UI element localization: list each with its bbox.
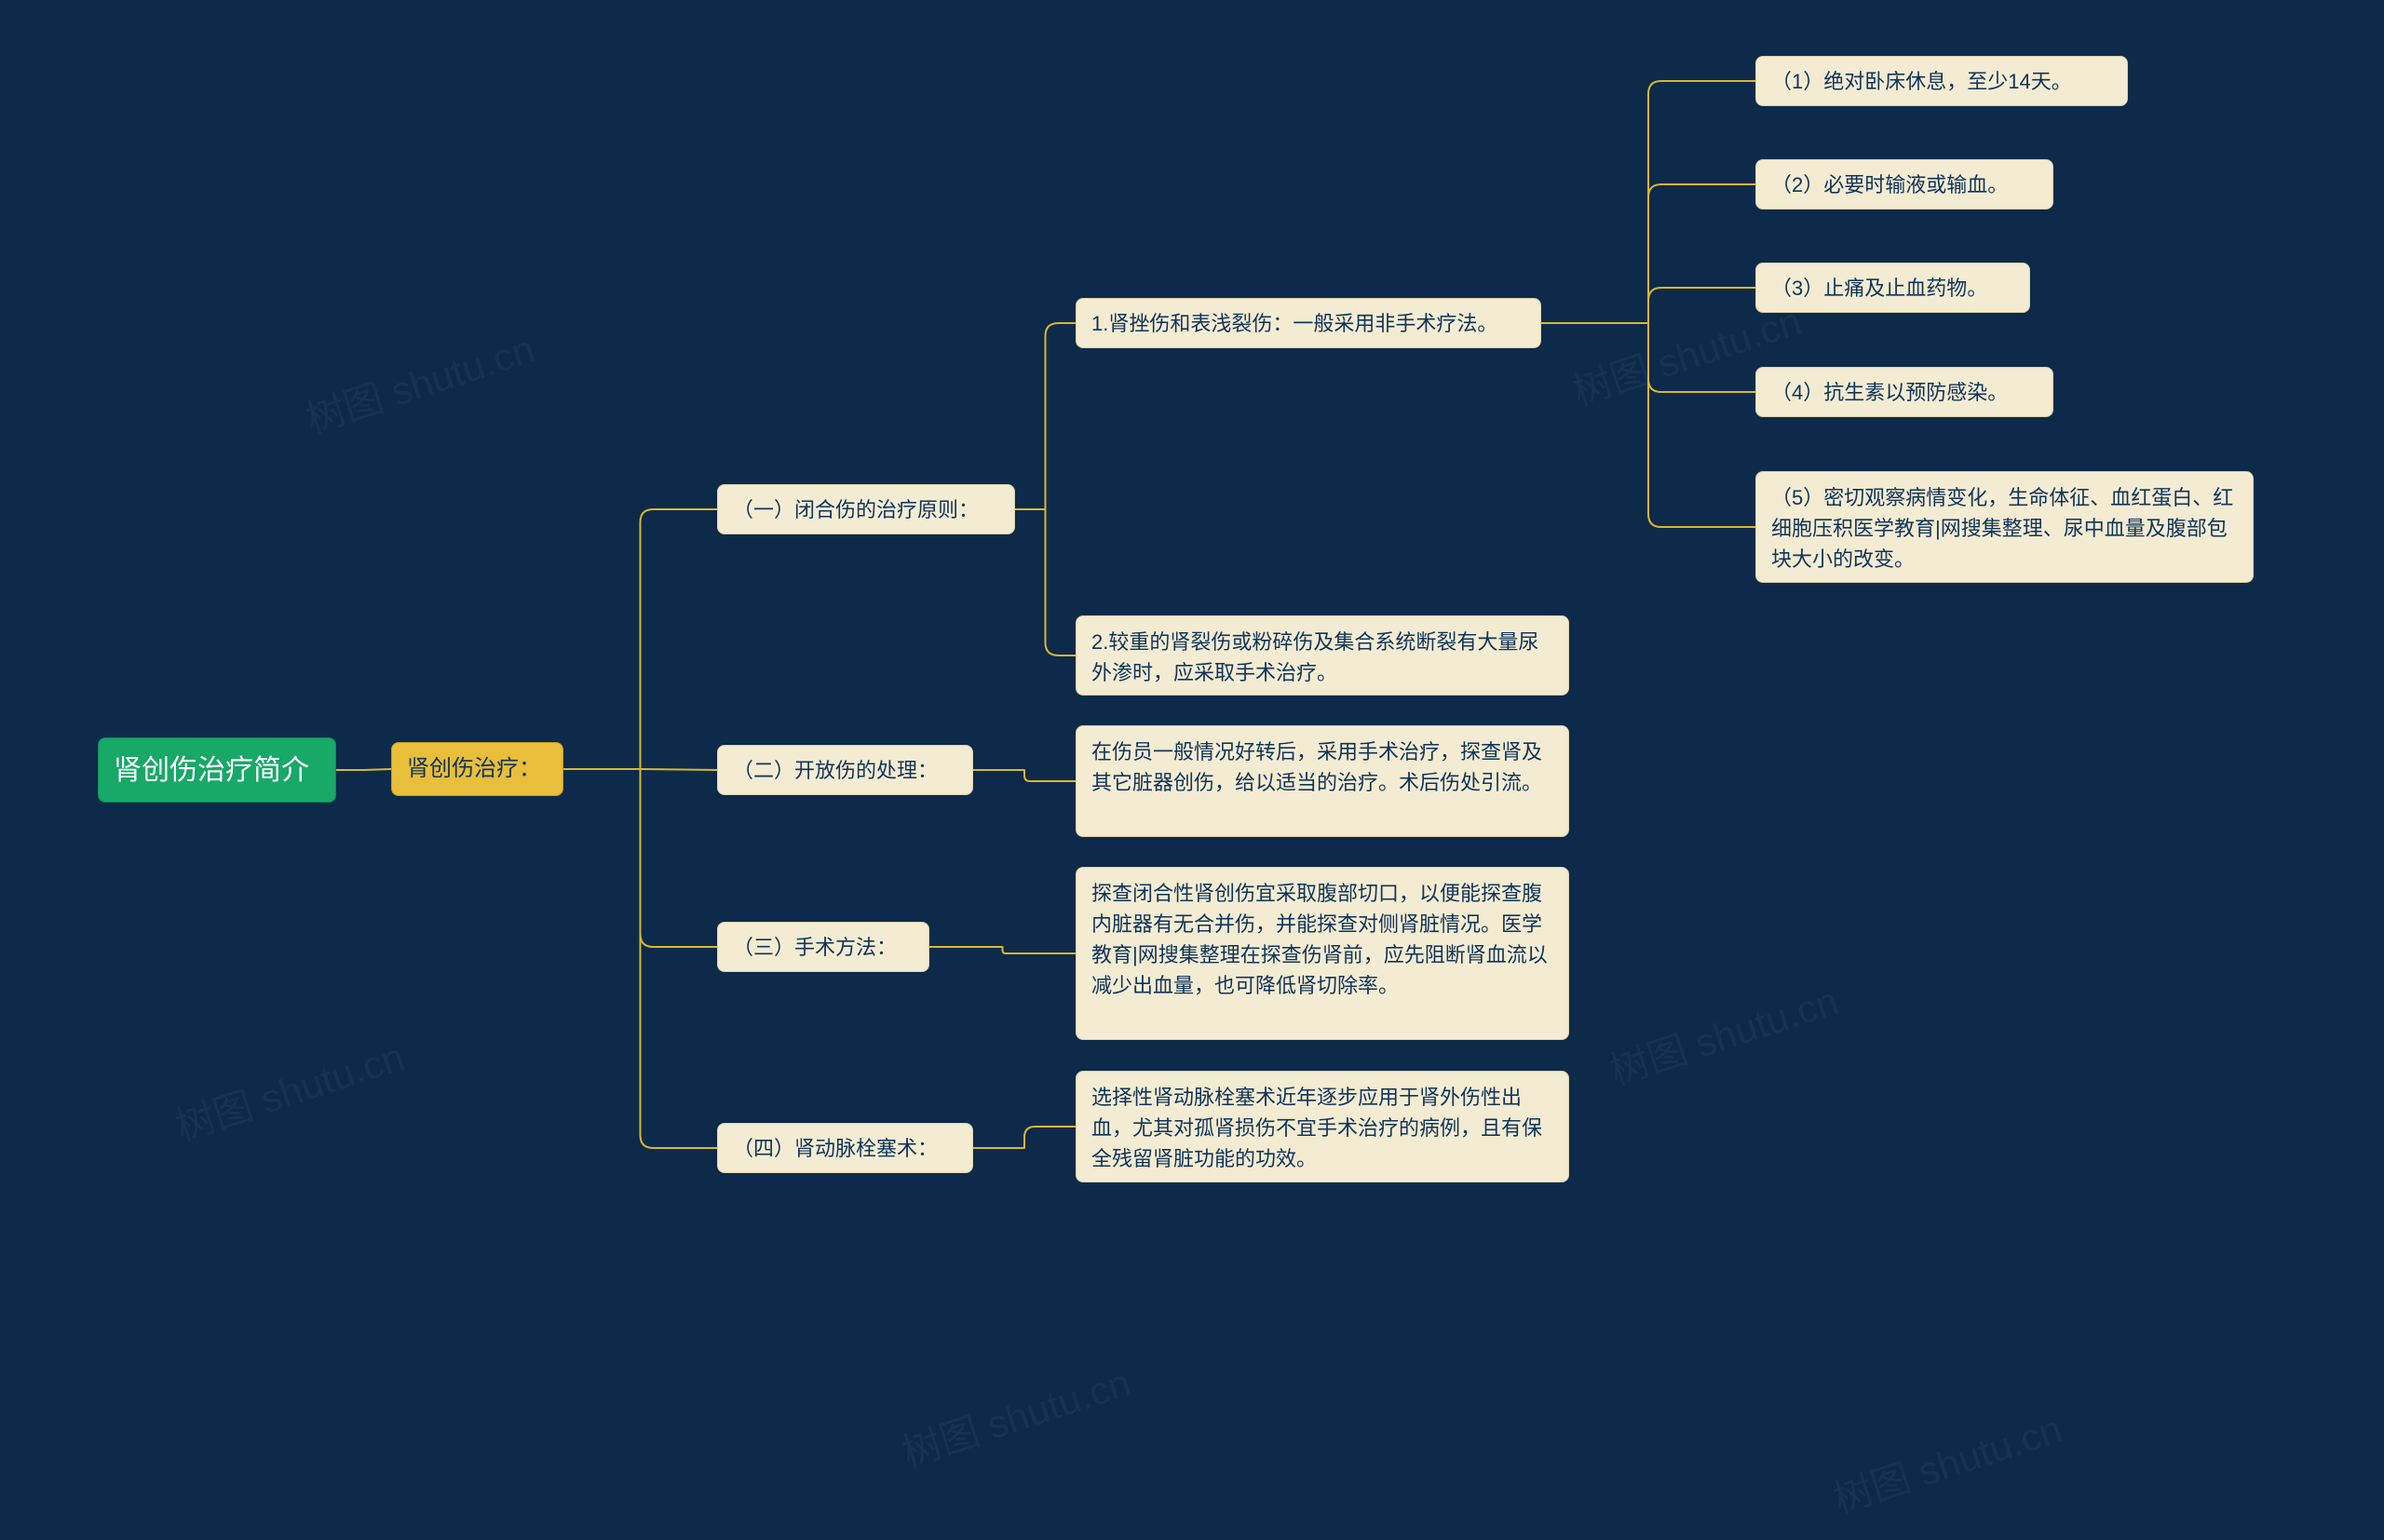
mindmap-node-s1: （一）闭合伤的治疗原则： [717,484,1015,534]
mindmap-canvas: 树图 shutu.cn树图 shutu.cn树图 shutu.cn树图 shut… [0,0,2384,1540]
mindmap-node-s1b: 2.较重的肾裂伤或粉碎伤及集合系统断裂有大量尿外渗时，应采取手术治疗。 [1076,615,1569,696]
mindmap-node-s4: （四）肾动脉栓塞术： [717,1123,973,1173]
mindmap-node-s3a: 探查闭合性肾创伤宜采取腹部切口，以便能探查腹内脏器有无合并伤，并能探查对侧肾脏情… [1076,867,1569,1040]
mindmap-node-s2a: 在伤员一般情况好转后，采用手术治疗，探查肾及其它脏器创伤，给以适当的治疗。术后伤… [1076,725,1569,837]
mindmap-node-s3: （三）手术方法： [717,922,929,972]
mindmap-node-d3: （3）止痛及止血药物。 [1755,263,2030,313]
mindmap-node-d2: （2）必要时输液或输血。 [1755,159,2053,209]
mindmap-node-s2: （二）开放伤的处理： [717,745,973,795]
mindmap-node-d1: （1）绝对卧床休息，至少14天。 [1755,56,2128,106]
mindmap-node-s1a: 1.肾挫伤和表浅裂伤：一般采用非手术疗法。 [1076,298,1541,348]
mindmap-node-n1: 肾创伤治疗： [391,742,563,796]
mindmap-node-s4a: 选择性肾动脉栓塞术近年逐步应用于肾外伤性出血，尤其对孤肾损伤不宜手术治疗的病例，… [1076,1071,1569,1182]
mindmap-node-root: 肾创伤治疗简介 [98,737,336,803]
mindmap-node-d4: （4）抗生素以预防感染。 [1755,367,2053,417]
mindmap-node-d5: （5）密切观察病情变化，生命体征、血红蛋白、红细胞压积医学教育|网搜集整理、尿中… [1755,471,2254,583]
